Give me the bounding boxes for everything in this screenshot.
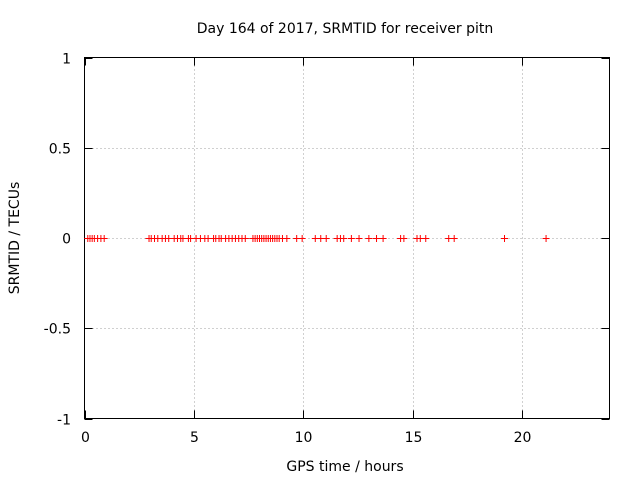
y-tick-label: -0.5 (44, 322, 71, 338)
y-tick-label: 1 (62, 52, 71, 68)
x-tick-label: 5 (190, 430, 199, 446)
data-point (340, 235, 348, 242)
data-point (241, 235, 249, 242)
y-tick-label: 0 (62, 232, 71, 248)
x-tick-label: 15 (405, 430, 423, 446)
y-tick-label: -1 (57, 413, 71, 429)
data-point (400, 235, 408, 242)
data-point (422, 235, 430, 242)
data-point (347, 235, 355, 242)
data-point (283, 235, 291, 242)
data-point (100, 235, 108, 242)
data-point (373, 235, 381, 242)
x-axis-label: GPS time / hours (286, 459, 403, 475)
x-tick-label: 20 (514, 430, 532, 446)
chart-title: Day 164 of 2017, SRMTID for receiver pit… (197, 21, 494, 37)
x-tick-label: 10 (295, 430, 313, 446)
data-point (298, 235, 306, 242)
data-point (355, 235, 363, 242)
data-point (365, 235, 373, 242)
data-point (501, 235, 508, 242)
data-points (84, 235, 550, 242)
axis-ticks: 1 0.5 0 -0.5 -1 0 5 10 15 20 (44, 52, 610, 446)
data-point (542, 235, 550, 242)
y-tick-label: 0.5 (49, 142, 71, 158)
data-point (379, 235, 387, 242)
y-axis-label: SRMTID / TECUs (7, 182, 23, 295)
data-point (450, 235, 458, 242)
data-point (322, 235, 330, 242)
x-tick-label: 0 (81, 430, 90, 446)
